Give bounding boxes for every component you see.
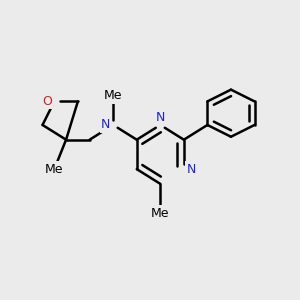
Text: N: N	[101, 118, 110, 131]
Text: N: N	[156, 111, 165, 124]
Text: Me: Me	[45, 163, 64, 176]
Text: Me: Me	[151, 207, 169, 220]
Text: N: N	[187, 163, 196, 176]
Text: Me: Me	[104, 89, 122, 102]
Text: O: O	[42, 95, 52, 108]
